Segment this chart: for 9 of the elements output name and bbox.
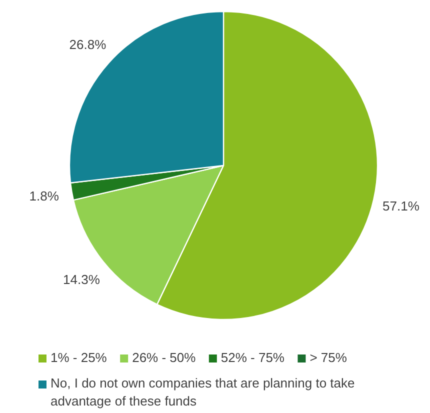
legend-label: No, I do not own companies that are planning to take advantage of these funds [50, 376, 355, 408]
data-label: 1.8% [29, 188, 60, 204]
legend-label: 1% - 25% [50, 350, 108, 365]
legend-label: 26% - 50% [132, 350, 196, 365]
legend-label: 52% - 75% [220, 350, 285, 365]
data-label: 14.3% [63, 272, 100, 287]
data-label: 26.8% [69, 36, 107, 52]
data-label: 57.1% [382, 198, 420, 214]
legend-label: > 75% [310, 350, 348, 365]
